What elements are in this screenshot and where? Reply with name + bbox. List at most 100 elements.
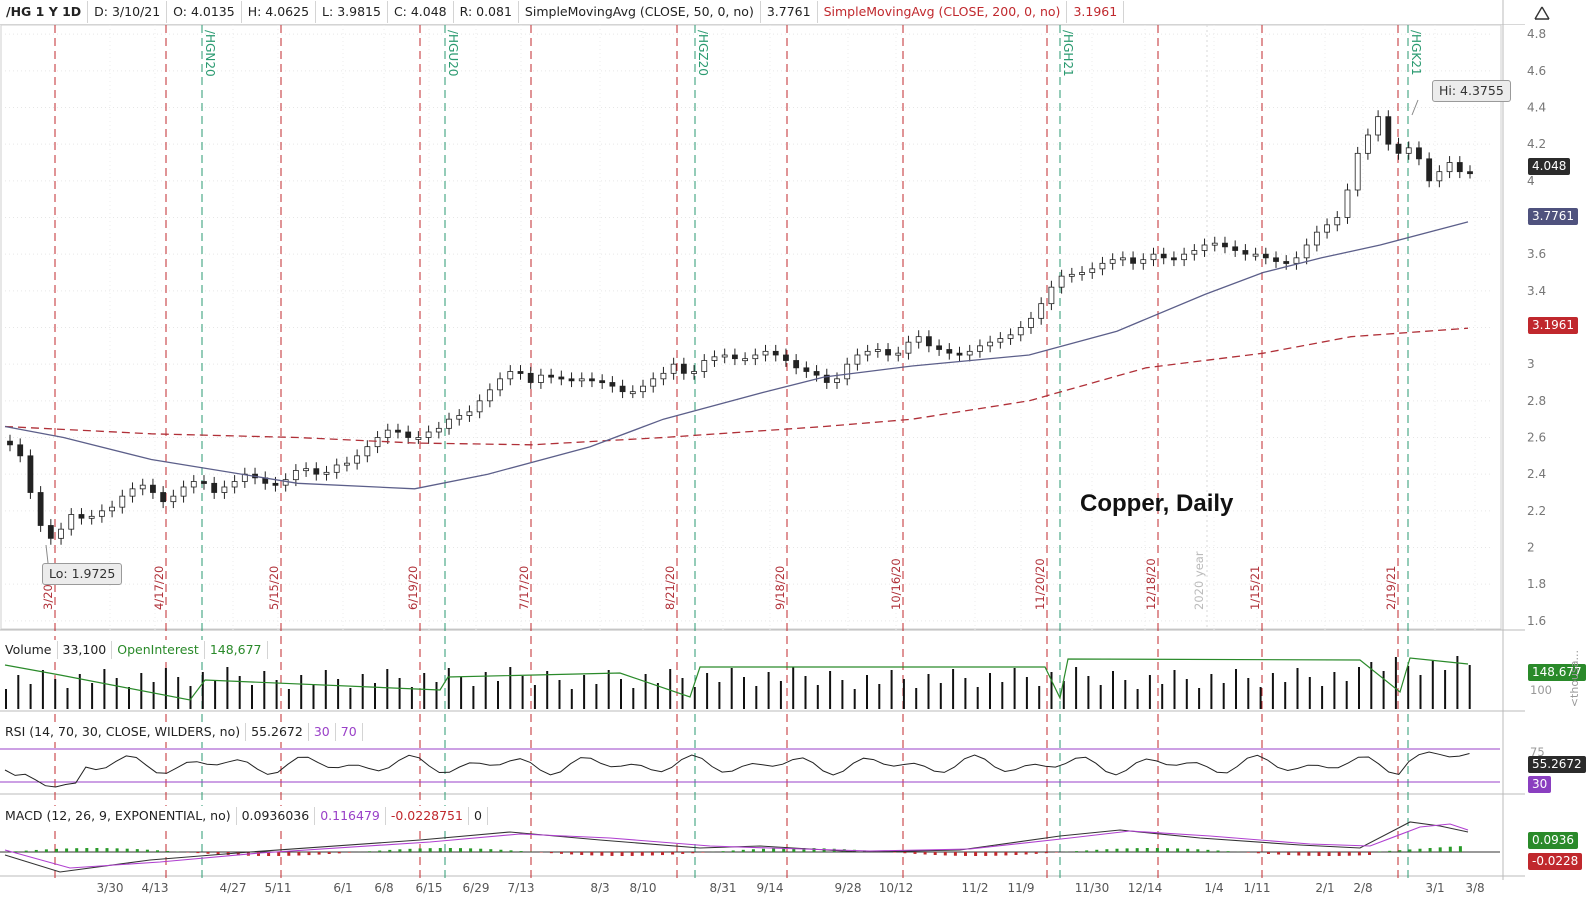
- high-callout-pointer: [1411, 99, 1419, 116]
- candle-body: [548, 374, 555, 378]
- x-tick-label: 3/30: [97, 881, 124, 895]
- candle-body: [27, 455, 34, 493]
- candle-body: [772, 350, 779, 356]
- rsi-tag: 55.2672: [1528, 756, 1586, 773]
- candle-body: [486, 389, 493, 402]
- x-tick-label: 1/11: [1244, 881, 1271, 895]
- sma50-label[interactable]: SimpleMovingAvg (CLOSE, 50, 0, no): [519, 1, 761, 23]
- candle-body: [170, 495, 177, 503]
- y-tick-label: 1.8: [1527, 577, 1546, 591]
- candle-body: [1252, 253, 1259, 257]
- candle-body: [1344, 189, 1351, 218]
- candle-body: [905, 341, 912, 354]
- x-tick-label: 7/13: [508, 881, 535, 895]
- low-callout-pointer: [45, 544, 49, 564]
- y-tick-label: 3: [1527, 357, 1535, 371]
- candle-body: [1109, 259, 1116, 264]
- sma50-price-tag: 3.7761: [1528, 208, 1578, 225]
- x-tick-label: 2/1: [1315, 881, 1334, 895]
- candle-body: [160, 492, 167, 503]
- y-tick-label: 2.4: [1527, 467, 1546, 481]
- symbol-label[interactable]: /HG 1 Y 1D: [0, 1, 89, 23]
- candle-body: [58, 528, 64, 539]
- candle-body: [844, 363, 851, 380]
- candle-body: [466, 411, 473, 416]
- x-tick-label: 8/10: [630, 881, 657, 895]
- sma200-label[interactable]: SimpleMovingAvg (CLOSE, 200, 0, no): [818, 1, 1068, 23]
- oi-label[interactable]: OpenInterest: [112, 641, 205, 659]
- candle-body: [793, 360, 800, 369]
- candle-body: [415, 437, 422, 440]
- candle-body: [762, 350, 769, 356]
- candle-body: [925, 336, 932, 347]
- rsi-panel-header: RSI (14, 70, 30, CLOSE, WILDERS, no) 55.…: [0, 722, 363, 742]
- y-tick-label: 2.8: [1527, 394, 1546, 408]
- expiry-label: 8/21/20: [663, 566, 677, 610]
- macd-diff-tag: -0.0228: [1528, 853, 1583, 870]
- candle-body: [1262, 253, 1269, 259]
- candle-body: [1201, 244, 1208, 251]
- candle-body: [1436, 171, 1443, 182]
- candle-body: [435, 427, 442, 433]
- candle-body: [660, 372, 667, 380]
- candle-body: [1365, 134, 1371, 154]
- rsi-value: 55.2672: [246, 723, 309, 741]
- x-tick-label: 12/14: [1128, 881, 1163, 895]
- candle-body: [37, 492, 44, 526]
- x-tick-label: 5/11: [265, 881, 292, 895]
- volume-label[interactable]: Volume: [0, 641, 58, 659]
- last-price-tag: 4.048: [1528, 158, 1571, 175]
- y-tick-label: 4.6: [1527, 64, 1546, 78]
- candle-body: [1324, 224, 1330, 233]
- y-tick-label: 1.6: [1527, 614, 1546, 628]
- volume-axis-100: 100: [1530, 683, 1552, 697]
- candle-body: [354, 455, 361, 464]
- candle-body: [88, 515, 95, 519]
- candle-body: [752, 354, 759, 360]
- macd-label[interactable]: MACD (12, 26, 9, EXPONENTIAL, no): [0, 807, 237, 825]
- x-tick-label: 3/8: [1465, 881, 1484, 895]
- candle-body: [813, 371, 820, 376]
- candle-body: [711, 356, 718, 361]
- candle-body: [425, 431, 432, 438]
- candle-body: [456, 415, 463, 420]
- oi-tag: 148.677: [1528, 664, 1586, 681]
- candle-body: [333, 464, 340, 473]
- candle-body: [1171, 257, 1177, 261]
- expiry-label: 3/20/: [41, 580, 55, 610]
- candle-body: [1007, 334, 1014, 339]
- candle-body: [609, 382, 616, 387]
- candle-body: [527, 372, 534, 383]
- macd-avg: 0.116479: [315, 807, 386, 825]
- candle-body: [1017, 327, 1024, 336]
- drawing-tool-icon[interactable]: [1532, 4, 1552, 22]
- candle-body: [119, 495, 126, 508]
- y-tick-label: 3.4: [1527, 284, 1546, 298]
- y-tick-label: 2.2: [1527, 504, 1546, 518]
- candle-body: [619, 385, 626, 393]
- rsi-label[interactable]: RSI (14, 70, 30, CLOSE, WILDERS, no): [0, 723, 247, 741]
- high-callout: Hi: 4.3755: [1432, 80, 1511, 102]
- candle-body: [1416, 147, 1422, 160]
- x-tick-label: 1/4: [1204, 881, 1223, 895]
- candle-body: [650, 378, 657, 387]
- x-tick-label: 8/31: [710, 881, 737, 895]
- candle-body: [834, 378, 840, 383]
- candle-body: [701, 360, 708, 372]
- macd-zero: 0: [469, 807, 488, 825]
- candle-body: [1395, 143, 1402, 154]
- candle-body: [895, 352, 902, 356]
- candle-body: [1058, 275, 1065, 288]
- candle-body: [946, 349, 953, 354]
- candle-body: [98, 510, 105, 517]
- candle-body: [78, 514, 85, 519]
- candle-body: [966, 350, 973, 356]
- candle-body: [1303, 244, 1310, 259]
- expiry-label: 10/16/20: [889, 558, 903, 610]
- macd-diff: -0.0228751: [386, 807, 469, 825]
- x-tick-label: 9/14: [757, 881, 784, 895]
- x-tick-label: 8/3: [590, 881, 609, 895]
- candle-body: [680, 363, 687, 374]
- sma50-line: [4, 221, 1469, 490]
